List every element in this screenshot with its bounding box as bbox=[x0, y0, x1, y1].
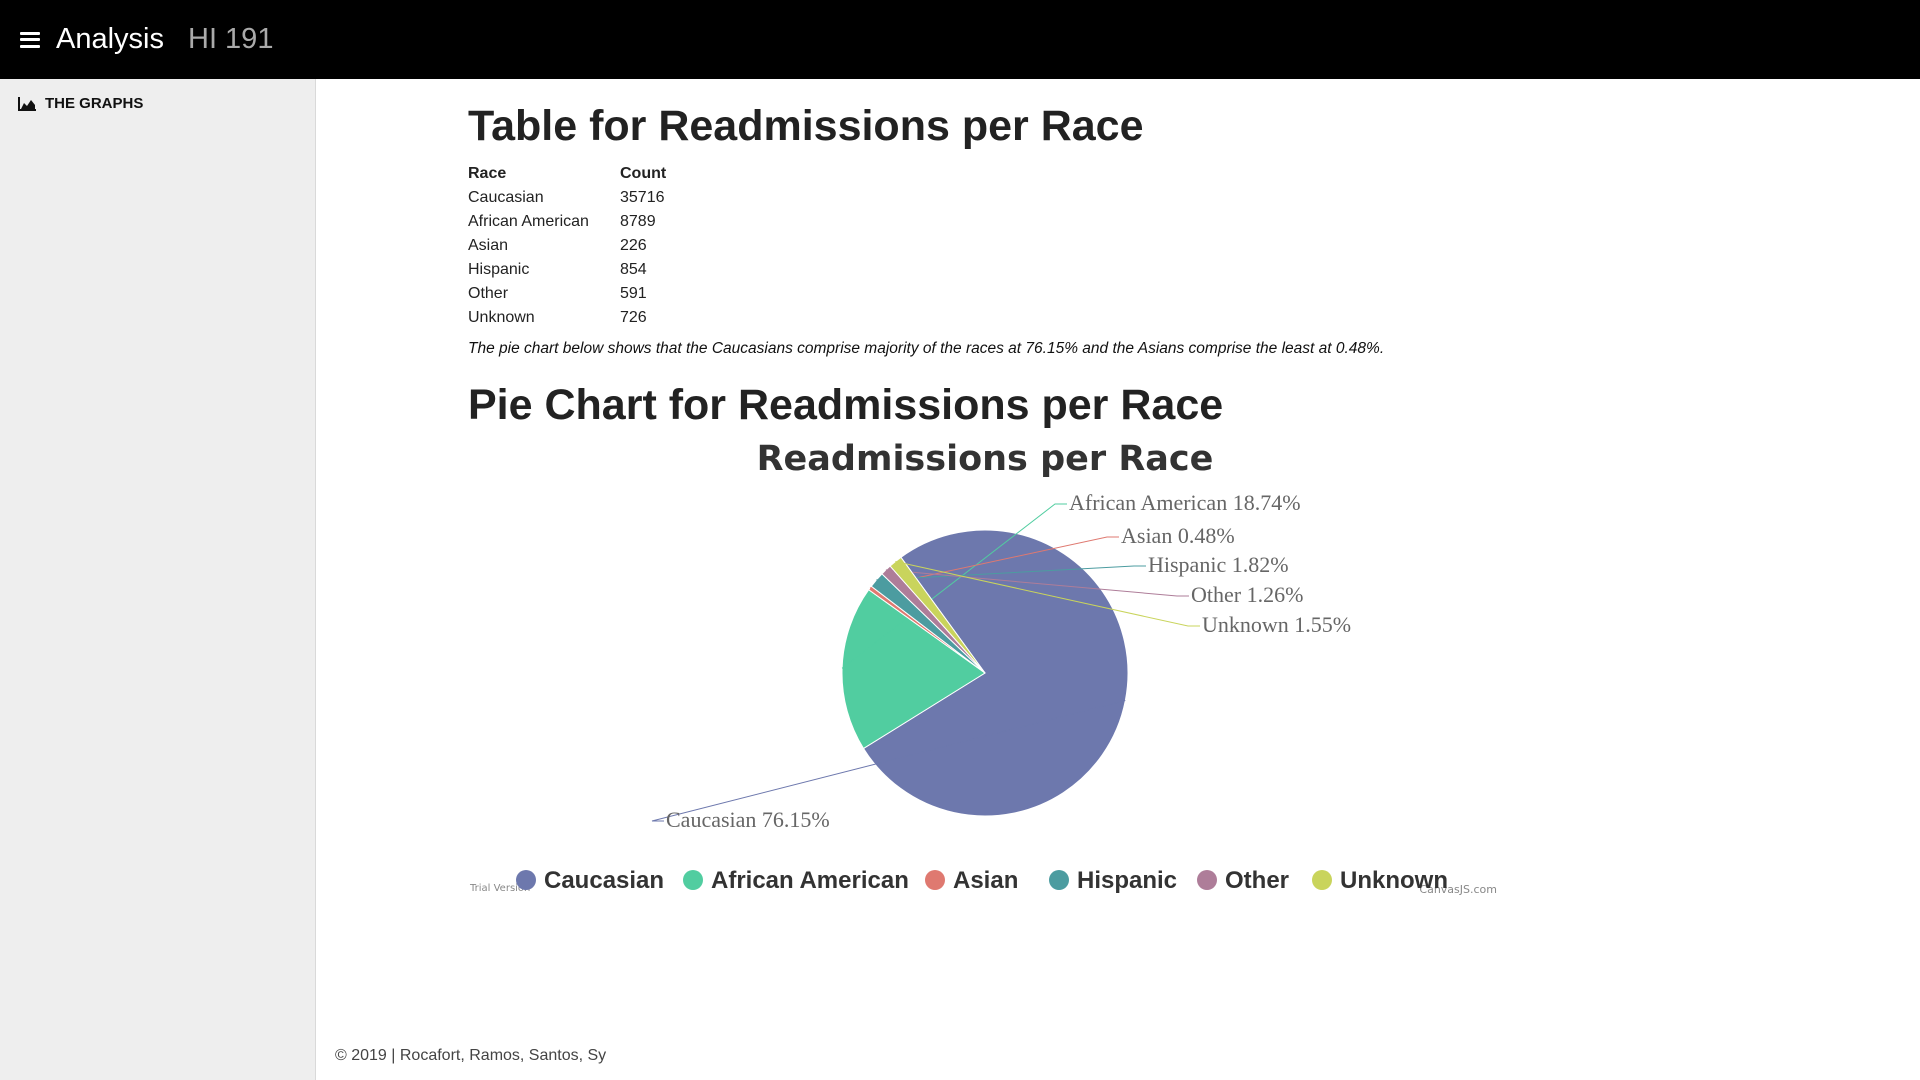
top-navbar: Analysis HI 191 bbox=[0, 0, 1920, 79]
leader-line-hispanic bbox=[876, 565, 1146, 580]
slice-label-caucasian: Caucasian 76.15% bbox=[666, 807, 830, 832]
legend-marker-unknown bbox=[1312, 869, 1332, 890]
chart-title: Readmissions per Race bbox=[757, 439, 1214, 479]
slice-label-african-american: African American 18.74% bbox=[1069, 490, 1301, 515]
legend-label-african-american: African American bbox=[711, 867, 909, 894]
legend-marker-hispanic bbox=[1049, 869, 1069, 890]
legend-label-asian: Asian bbox=[953, 867, 1018, 894]
legend-marker-african-american bbox=[683, 869, 703, 890]
hamburger-menu-icon[interactable] bbox=[20, 31, 40, 48]
table-row: Other 591 bbox=[468, 282, 666, 306]
table-row: Unknown 726 bbox=[468, 306, 666, 330]
legend-label-hispanic: Hispanic bbox=[1077, 867, 1177, 894]
table-row: Caucasian 35716 bbox=[468, 186, 666, 210]
table-row: Hispanic 854 bbox=[468, 258, 666, 282]
sidebar-item-label: THE GRAPHS bbox=[45, 95, 144, 112]
table-row: African American 8789 bbox=[468, 210, 666, 234]
leader-line-caucasian bbox=[651, 699, 1126, 822]
count-cell: 854 bbox=[620, 261, 647, 279]
main-content: Table for Readmissions per Race Race Cou… bbox=[468, 79, 1568, 910]
race-cell: African American bbox=[468, 213, 589, 231]
count-cell: 726 bbox=[620, 309, 647, 327]
chart-heading: Pie Chart for Readmissions per Race bbox=[468, 381, 1224, 430]
legend-label-unknown: Unknown bbox=[1340, 867, 1448, 894]
legend-marker-asian bbox=[925, 869, 945, 890]
chart-description: The pie chart below shows that the Cauca… bbox=[468, 340, 1385, 358]
legend-marker-other bbox=[1197, 869, 1217, 890]
count-cell: 35716 bbox=[620, 189, 665, 207]
readmissions-table: Race Count Caucasian 35716 African Ameri… bbox=[468, 162, 666, 330]
footer-copyright: © 2019 | Rocafort, Ramos, Santos, Sy bbox=[335, 1047, 607, 1064]
leader-line-other bbox=[885, 568, 1189, 597]
race-cell: Caucasian bbox=[468, 189, 544, 207]
race-cell: Other bbox=[468, 285, 509, 303]
column-header-count: Count bbox=[620, 165, 667, 183]
race-cell: Asian bbox=[468, 237, 509, 255]
trial-version-watermark: Trial Version bbox=[469, 883, 530, 894]
count-cell: 8789 bbox=[620, 213, 656, 231]
app-subtitle: HI 191 bbox=[188, 23, 274, 55]
table-heading: Table for Readmissions per Race bbox=[468, 102, 1144, 150]
count-cell: 226 bbox=[620, 237, 647, 255]
legend-marker-caucasian bbox=[516, 869, 536, 890]
count-cell: 591 bbox=[620, 285, 647, 303]
table-header-row: Race Count bbox=[468, 162, 666, 186]
table-row: Asian 226 bbox=[468, 234, 666, 258]
pie-chart: Readmissions per Race Caucasian 76.15% Afr… bbox=[469, 439, 1497, 896]
column-header-race: Race bbox=[468, 165, 507, 183]
legend-label-caucasian: Caucasian bbox=[544, 867, 664, 894]
app-title[interactable]: Analysis bbox=[56, 23, 164, 55]
pie-chart-container: Readmissions per Race Caucasian 76.15% Afr… bbox=[468, 430, 1528, 910]
sidebar: THE GRAPHS bbox=[0, 79, 316, 1080]
slice-label-other: Other 1.26% bbox=[1191, 582, 1303, 607]
race-cell: Unknown bbox=[468, 309, 535, 327]
leader-line-asian bbox=[869, 536, 1119, 589]
slice-label-asian: Asian 0.48% bbox=[1121, 523, 1235, 548]
race-cell: Hispanic bbox=[468, 261, 530, 279]
slice-label-unknown: Unknown 1.55% bbox=[1202, 612, 1351, 637]
slice-label-hispanic: Hispanic 1.82% bbox=[1148, 552, 1289, 577]
legend-label-other: Other bbox=[1225, 867, 1289, 894]
canvasjs-watermark: CanvasJS.com bbox=[1419, 883, 1497, 896]
area-chart-icon bbox=[18, 96, 36, 111]
sidebar-item-the-graphs[interactable]: THE GRAPHS bbox=[0, 79, 315, 112]
leader-line-unknown bbox=[895, 560, 1200, 627]
